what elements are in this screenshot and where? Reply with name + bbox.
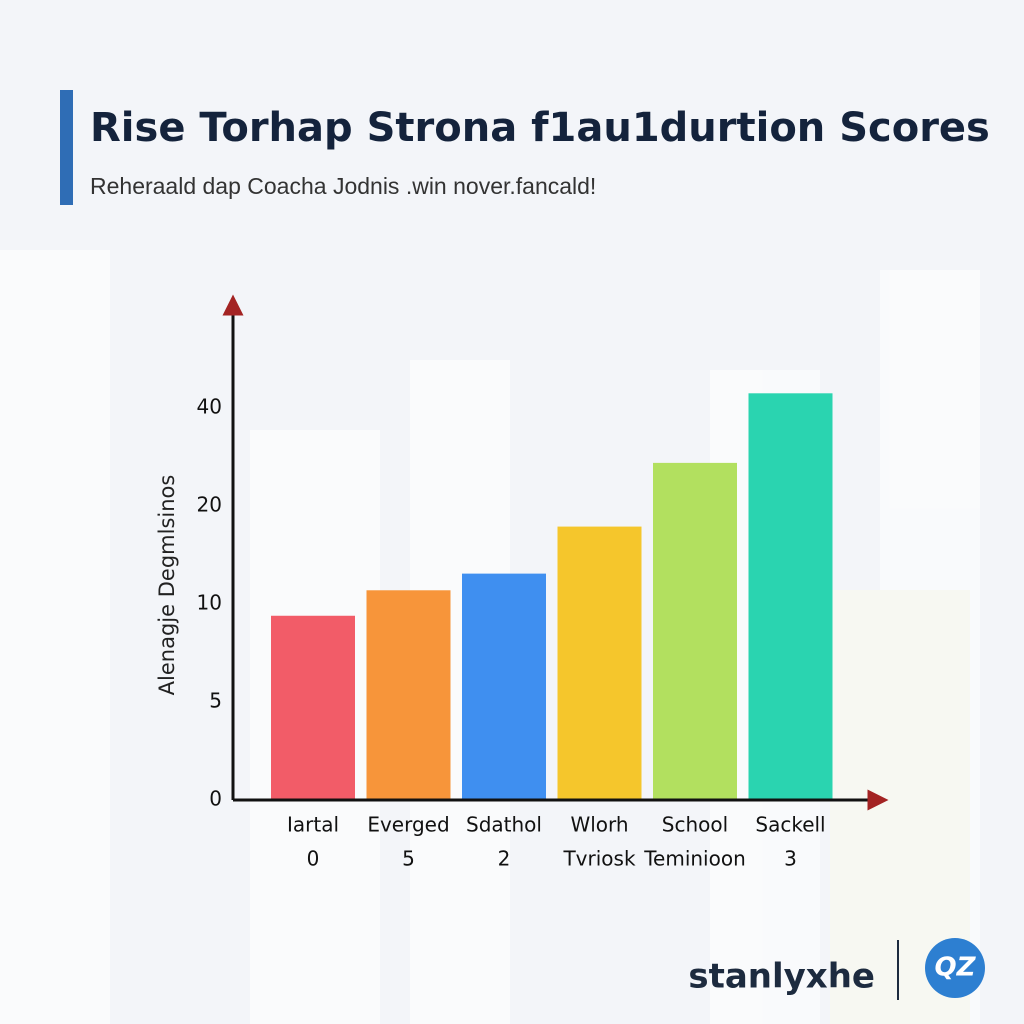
chart-subtitle: Reheraald dap Coacha Jodnis .win nover.f… (90, 173, 596, 199)
bar (557, 526, 642, 800)
bar (462, 573, 546, 800)
x-tick-label: Wlorh (570, 813, 628, 837)
bar (366, 590, 451, 800)
x-tick-label: 3 (784, 847, 797, 871)
title-accent (60, 90, 73, 205)
y-tick-label: 5 (209, 689, 222, 713)
x-tick-label: Sdathol (466, 813, 542, 837)
logo-text: QZ (935, 953, 977, 983)
y-axis-label: Alenagje Degmlsinos (155, 475, 179, 696)
y-tick-label: 20 (197, 493, 222, 517)
x-tick-label: Iartal (287, 813, 339, 837)
plot: 0 5 10 20 40 Iartal 0 Everged 5 Sdathol 2 Wlorh Tvri… (197, 393, 833, 871)
x-tick-label: Sackell (755, 813, 825, 837)
bar (271, 615, 355, 800)
x-tick-label: Everged (367, 813, 449, 837)
y-tick-label: 0 (209, 787, 222, 811)
brand: stanlyxhe (688, 957, 875, 997)
x-tick-label: 5 (402, 847, 415, 871)
x-tick-label: School (662, 813, 728, 837)
chart-title: Rise Torhap Strona f1au1durtion Scores (90, 105, 990, 151)
y-tick-label: 40 (197, 395, 222, 419)
x-tick-label: Tvriosk (562, 847, 635, 871)
x-tick-label: 0 (307, 847, 320, 871)
x-tick-label: 2 (498, 847, 511, 871)
bar (748, 393, 833, 800)
bar (653, 462, 737, 800)
logo (925, 938, 985, 998)
x-tick-label: Teminioon (643, 847, 746, 871)
y-tick-label: 10 (197, 591, 222, 615)
